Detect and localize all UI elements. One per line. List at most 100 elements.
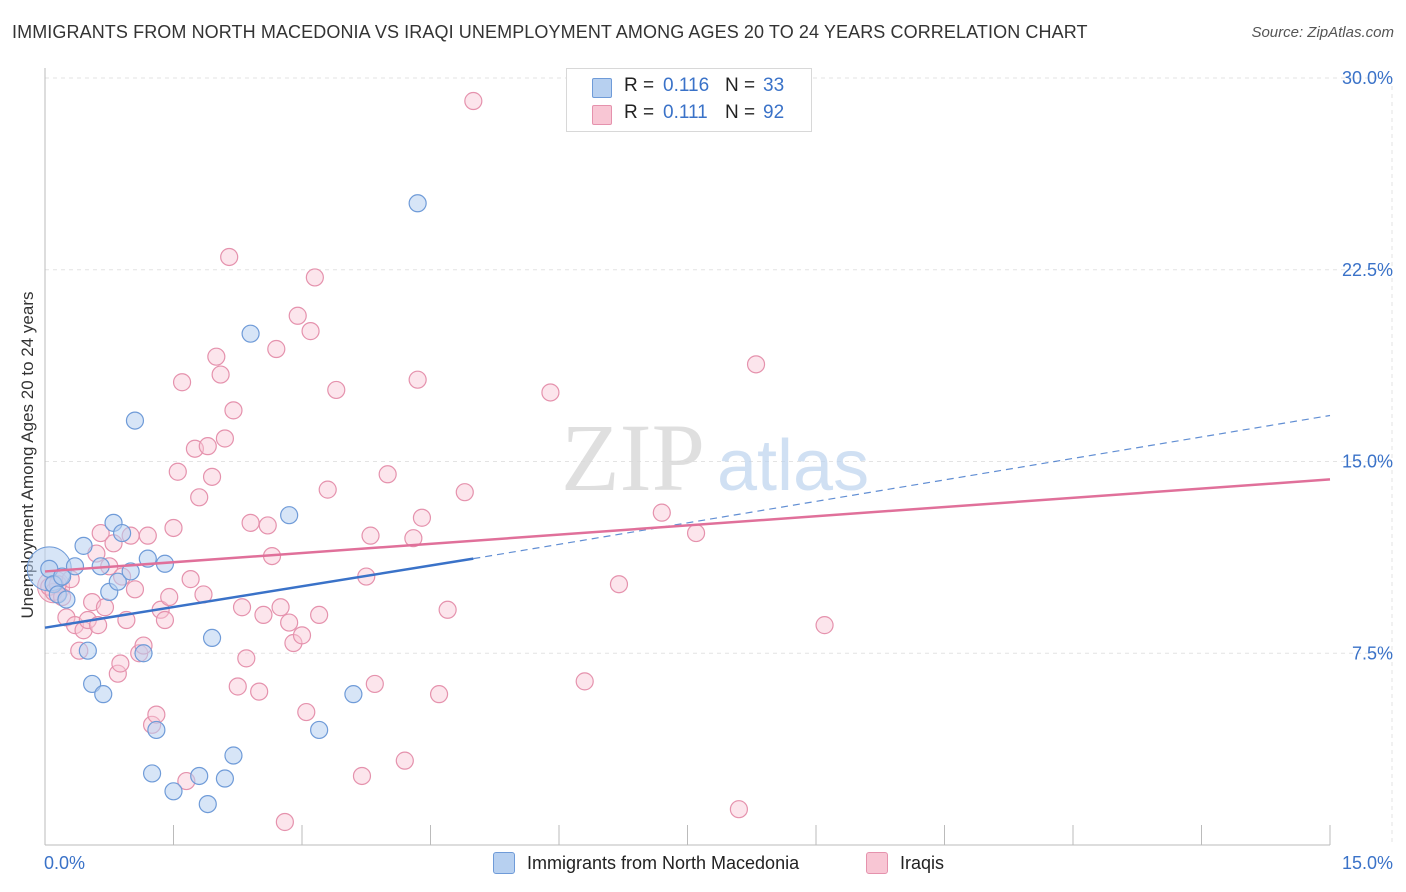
data-point-north-macedonia [147, 720, 166, 740]
y-tick-label: 30.0% [1342, 68, 1393, 88]
data-point-iraqis [147, 705, 166, 724]
data-point-north-macedonia [408, 194, 427, 213]
series-iraqis-points [37, 91, 834, 832]
data-point-north-macedonia [125, 411, 145, 430]
data-point-iraqis [318, 480, 337, 499]
data-point-iraqis [181, 570, 200, 589]
data-point-north-macedonia [215, 769, 234, 788]
chart-title: IMMIGRANTS FROM NORTH MACEDONIA VS IRAQI… [12, 22, 1088, 42]
data-point-iraqis [160, 587, 179, 607]
data-point-north-macedonia [310, 720, 329, 740]
data-point-iraqis [365, 674, 384, 694]
data-point-iraqis [138, 526, 157, 545]
data-point-iraqis [215, 429, 234, 448]
stats-box: R = 0.116 N = 33 R = 0.111 N = 92 [566, 68, 812, 132]
data-point-iraqis [280, 613, 299, 632]
stats-n-value: 33 [763, 75, 785, 96]
stats-n-label: N = [725, 102, 756, 123]
data-point-iraqis [164, 518, 183, 538]
data-point-iraqis [111, 654, 130, 673]
data-point-iraqis [395, 751, 414, 770]
legend-label: Iraqis [900, 852, 945, 873]
data-point-north-macedonia [190, 766, 209, 786]
y-tick-label: 15.0% [1342, 452, 1393, 472]
data-point-iraqis [305, 268, 324, 287]
data-point-north-macedonia [241, 324, 260, 343]
data-point-iraqis [438, 600, 457, 619]
data-point-north-macedonia [344, 685, 363, 704]
data-point-iraqis [198, 437, 217, 456]
data-point-iraqis [224, 401, 243, 420]
data-point-north-macedonia [224, 746, 243, 765]
stats-r-label: R = [624, 75, 655, 96]
watermark-zip: ZIP [561, 404, 705, 511]
data-point-iraqis [211, 365, 230, 384]
data-point-iraqis [190, 488, 209, 507]
data-point-north-macedonia [202, 628, 222, 648]
data-point-north-macedonia [53, 567, 72, 586]
data-point-iraqis [202, 467, 222, 486]
data-point-iraqis [404, 529, 423, 548]
x-tick-label-min: 0.0% [44, 853, 85, 873]
data-point-iraqis [271, 598, 290, 617]
data-point-iraqis [301, 322, 320, 341]
y-tick-label: 7.5% [1352, 643, 1393, 663]
data-point-iraqis [237, 649, 256, 668]
stats-r-value: 0.116 [663, 75, 710, 96]
legend-label: Immigrants from North Macedonia [527, 852, 800, 873]
data-point-iraqis [575, 672, 594, 691]
data-point-iraqis [464, 91, 483, 111]
source-credit: Source: ZipAtlas.com [1251, 24, 1394, 41]
watermark-atlas: atlas [717, 426, 869, 506]
data-point-iraqis [815, 616, 834, 635]
data-point-iraqis [378, 465, 397, 484]
data-point-iraqis [609, 575, 629, 594]
data-point-iraqis [228, 677, 247, 696]
data-point-north-macedonia [83, 674, 102, 694]
stats-swatch-pink [592, 105, 612, 125]
data-point-north-macedonia [65, 557, 85, 576]
data-point-north-macedonia [57, 590, 76, 609]
data-point-iraqis [91, 523, 110, 543]
data-point-north-macedonia [142, 764, 162, 783]
data-point-iraqis [292, 626, 312, 645]
trend-line-iraqis [44, 478, 1331, 573]
data-point-iraqis [95, 598, 115, 617]
data-point-iraqis [541, 383, 560, 402]
data-point-north-macedonia [164, 782, 183, 801]
trend-lines [44, 414, 1331, 629]
legend-swatch-pink [866, 852, 888, 874]
legend-item-iraqis[interactable]: Iraqis [866, 852, 944, 874]
data-point-north-macedonia [108, 572, 127, 591]
stats-r-value: 0.111 [663, 102, 708, 123]
data-point-iraqis [297, 702, 316, 722]
y-tick-label: 22.5% [1342, 260, 1393, 280]
data-point-iraqis [408, 370, 427, 389]
axes [44, 68, 1331, 846]
data-point-iraqis [275, 812, 294, 832]
data-point-iraqis [310, 605, 329, 625]
stats-swatch-blue [592, 78, 612, 98]
data-point-iraqis [686, 523, 706, 543]
stats-n-label: N = [725, 75, 756, 96]
data-point-iraqis [746, 355, 766, 374]
data-point-iraqis [254, 605, 273, 625]
data-point-iraqis [412, 508, 432, 527]
data-point-iraqis [125, 580, 145, 599]
stats-row-iraqis: R = 0.111 N = 92 [567, 101, 811, 127]
data-point-iraqis [168, 462, 187, 481]
legend-swatch-blue [493, 852, 515, 874]
data-point-north-macedonia [112, 523, 132, 543]
data-point-iraqis [258, 516, 277, 535]
data-point-north-macedonia [94, 685, 113, 704]
trend-line-north-macedonia-extension [473, 414, 1331, 560]
data-point-north-macedonia [134, 644, 153, 663]
data-point-iraqis [455, 483, 474, 502]
data-point-iraqis [288, 306, 307, 325]
legend-item-north-macedonia[interactable]: Immigrants from North Macedonia [493, 852, 799, 874]
data-point-iraqis [729, 800, 749, 819]
tick-labels: 7.5% 15.0% 22.5% 30.0% 0.0% 15.0% [44, 68, 1393, 873]
x-tick-label-max: 15.0% [1342, 853, 1393, 873]
data-point-iraqis [652, 503, 671, 522]
